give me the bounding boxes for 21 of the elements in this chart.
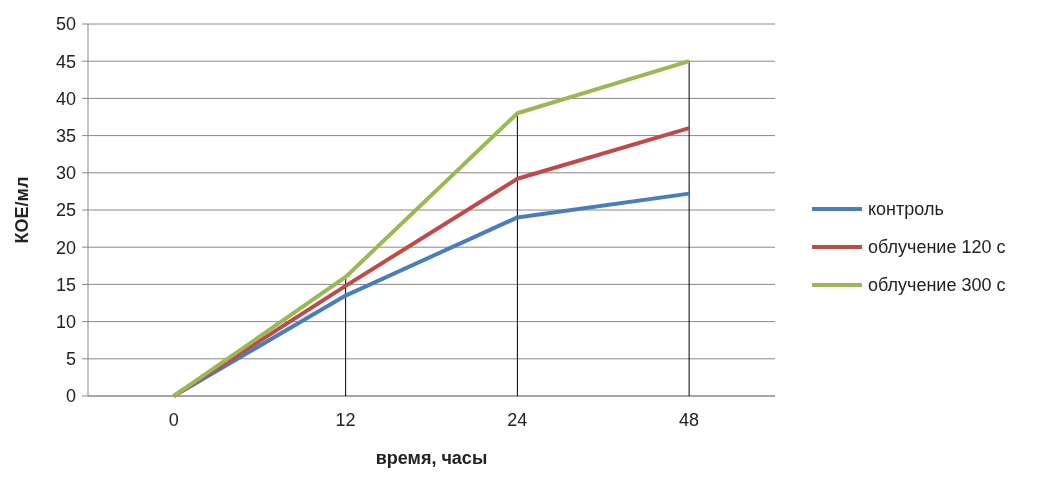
y-tick-label: 0 bbox=[65, 386, 76, 407]
legend-label: контроль bbox=[868, 199, 944, 220]
x-tick-label: 0 bbox=[168, 410, 179, 430]
x-tick-label: 24 bbox=[507, 410, 528, 430]
y-tick-label: 30 bbox=[55, 163, 76, 184]
x-tick-label: 48 bbox=[679, 410, 700, 430]
y-axis-title: КОЕ/мл bbox=[12, 176, 32, 244]
x-tick-label: 12 bbox=[335, 410, 356, 430]
x-axis-title: время, часы bbox=[375, 448, 488, 468]
legend-label: облучение 120 с bbox=[868, 237, 1006, 258]
y-tick-label: 35 bbox=[55, 125, 76, 146]
y-tick-label: 25 bbox=[55, 200, 76, 221]
y-tick-label: 15 bbox=[55, 274, 76, 295]
y-tick-label: 40 bbox=[55, 88, 76, 109]
y-tick-label: 45 bbox=[55, 51, 76, 72]
legend-label: облучение 300 с bbox=[868, 275, 1006, 296]
y-tick-label: 5 bbox=[65, 349, 76, 370]
y-tick-label: 50 bbox=[55, 14, 76, 35]
y-tick-label: 10 bbox=[55, 311, 76, 332]
line-series bbox=[171, 59, 692, 398]
y-tick-label: 20 bbox=[55, 237, 76, 258]
